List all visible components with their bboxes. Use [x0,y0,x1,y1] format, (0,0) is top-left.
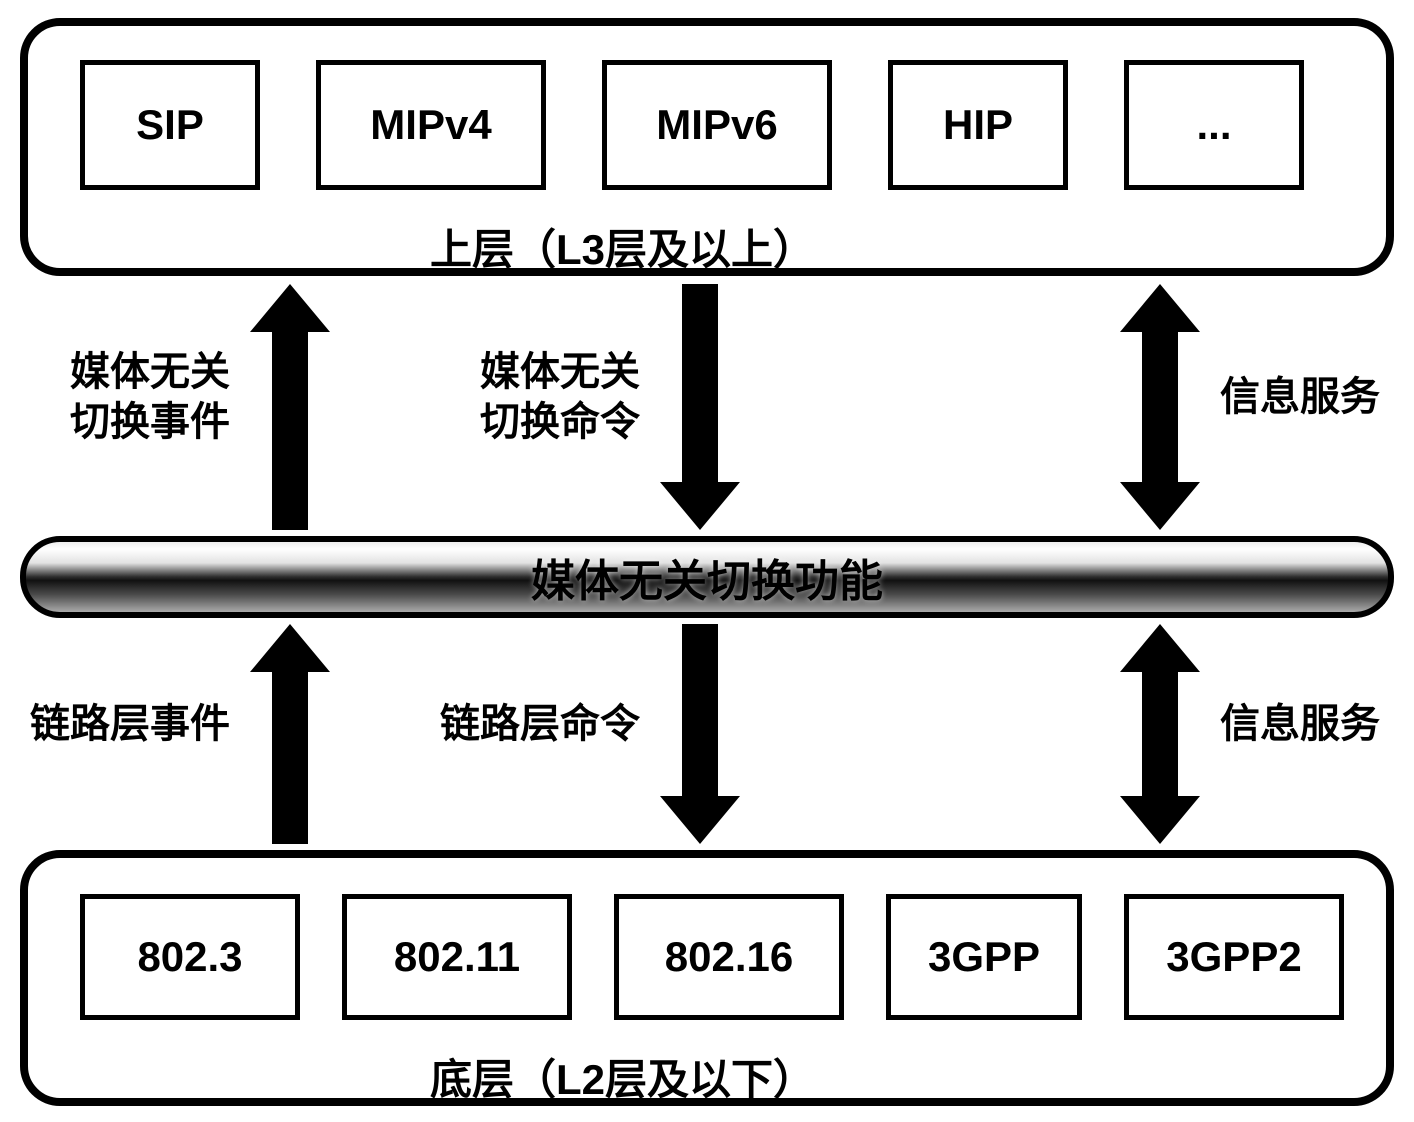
protocol-box: 802.11 [342,894,572,1020]
arrow-label: 媒体无关切换命令 [480,347,640,447]
protocol-box: 802.16 [614,894,844,1020]
protocol-box: HIP [888,60,1068,190]
protocol-box: 802.3 [80,894,300,1020]
protocol-box: MIPv6 [602,60,832,190]
arrow [1120,284,1200,530]
layer-caption: 上层（L3层及以上） [430,216,815,277]
arrow-label: 媒体无关切换事件 [70,347,230,447]
protocol-box: SIP [80,60,260,190]
arrow [250,624,330,844]
arrow-label: 链路层事件 [30,699,230,749]
arrow [660,624,740,844]
protocol-box: MIPv4 [316,60,546,190]
layer-caption: 底层（L2层及以下） [430,1046,815,1107]
arrow [1120,624,1200,844]
middle-bar: 媒体无关切换功能 [20,536,1394,618]
arrow-label: 信息服务 [1220,699,1380,749]
arrow-label: 链路层命令 [440,699,640,749]
protocol-box: 3GPP2 [1124,894,1344,1020]
middle-bar-label: 媒体无关切换功能 [531,545,883,609]
protocol-box: ... [1124,60,1304,190]
arrow-label: 信息服务 [1220,372,1380,422]
arrow [660,284,740,530]
arrow [250,284,330,530]
protocol-box: 3GPP [886,894,1082,1020]
